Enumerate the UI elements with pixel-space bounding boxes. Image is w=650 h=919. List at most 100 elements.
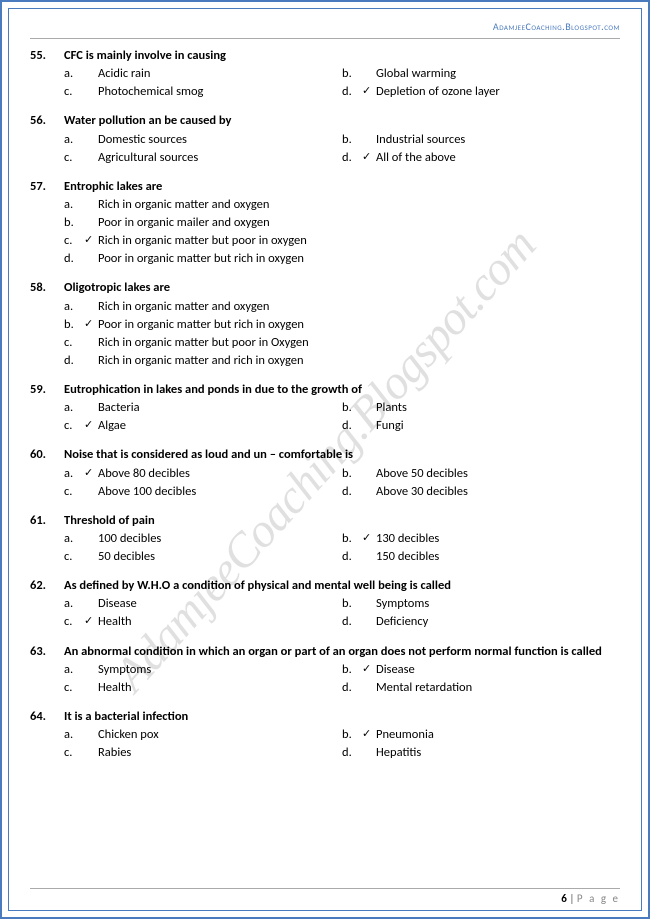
option-text: Health [98,679,342,697]
option-letter: c. [64,149,84,167]
option-letter: b. [342,465,362,483]
option-row: c.50 deciblesd. 150 decibles [64,548,620,566]
option-text: Symptoms [376,595,620,613]
question-text: It is a bacterial infection [64,708,620,726]
question-text: An abnormal condition in which an organ … [64,643,620,661]
question-text: Oligotropic lakes are [64,279,620,297]
question-number: 64. [30,708,64,726]
option-cell: c.Health [64,679,342,697]
option-text: Rich in organic matter but poor in Oxyge… [98,334,620,352]
check-icon [84,595,98,613]
option-text: Chicken pox [98,726,342,744]
question-number: 60. [30,446,64,464]
option-cell: a. Rich in organic matter and oxygen [64,196,620,214]
question-block: 55.CFC is mainly involve in causinga.Aci… [30,47,620,101]
option-letter: d. [342,83,362,101]
page-number: 6 [561,892,567,905]
option-cell: a.Acidic rain [64,65,342,83]
options-container: a. Rich in organic matter and oxygen b. Poo… [30,196,620,269]
question-number: 59. [30,381,64,399]
option-cell: a.100 decibles [64,530,342,548]
option-letter: c. [64,417,84,435]
question-row: 62.As defined by W.H.O a condition of ph… [30,577,620,595]
check-icon [84,726,98,744]
option-cell: a.Rich in organic matter and oxygen [64,298,620,316]
check-icon: ✓ [362,661,376,679]
question-text: Entrophic lakes are [64,178,620,196]
option-cell: c.✓Algae [64,417,342,435]
question-text: Noise that is considered as loud and un … [64,446,620,464]
option-cell: b.Industrial sources [342,131,620,149]
option-letter: a. [64,465,84,483]
option-letter: b. [64,214,84,232]
check-icon [84,399,98,417]
option-cell: c.50 decibles [64,548,342,566]
option-letter: d. [342,548,362,566]
option-text: Poor in organic matter but rich in oxyge… [98,250,620,268]
option-text: Rabies [98,744,342,762]
option-text: 150 decibles [376,548,620,566]
question-block: 60.Noise that is considered as loud and … [30,446,620,500]
option-text: Rich in organic matter and oxygen [98,298,620,316]
option-cell: c.Above 100 decibles [64,483,342,501]
option-row: a.Symptomsb.✓Disease [64,661,620,679]
option-letter: d. [64,352,84,370]
check-icon [84,214,98,232]
question-number: 58. [30,279,64,297]
option-row: a. Rich in organic matter and oxygen [64,196,620,214]
option-text: Plants [376,399,620,417]
option-text: Disease [98,595,342,613]
check-icon [84,83,98,101]
question-row: 60.Noise that is considered as loud and … [30,446,620,464]
question-block: 64.It is a bacterial infectiona. Chicken … [30,708,620,762]
check-icon: ✓ [362,530,376,548]
check-icon [362,417,376,435]
option-letter: d. [342,417,362,435]
question-text: Water pollution an be caused by [64,112,620,130]
options-container: a.Symptomsb.✓Diseasec.Healthd.Mental ret… [30,661,620,697]
check-icon: ✓ [84,232,98,250]
option-text: Disease [376,661,620,679]
options-container: a.Bacteriab.Plantsc.✓Algaed.Fungi [30,399,620,435]
question-row: 58.Oligotropic lakes are [30,279,620,297]
option-text: Rich in organic matter and oxygen [98,196,620,214]
option-letter: a. [64,196,84,214]
option-letter: b. [64,316,84,334]
option-text: Poor in organic mailer and oxygen [98,214,620,232]
option-row: c.✓Rich in organic matter but poor in ox… [64,232,620,250]
question-number: 63. [30,643,64,661]
option-letter: b. [342,726,362,744]
option-text: Pneumonia [376,726,620,744]
page-label: P a g e [577,892,620,905]
option-cell: b.Plants [342,399,620,417]
question-number: 55. [30,47,64,65]
question-row: 57.Entrophic lakes are [30,178,620,196]
option-cell: d.Above 30 decibles [342,483,620,501]
question-row: 61.Threshold of pain [30,512,620,530]
option-letter: c. [64,548,84,566]
option-letter: b. [342,530,362,548]
option-cell: c.Photochemical smog [64,83,342,101]
option-row: a.Acidic rainb.Global warming [64,65,620,83]
option-cell: b.✓Poor in organic matter but rich in ox… [64,316,620,334]
option-cell: d.Deficiency [342,613,620,631]
option-letter: a. [64,65,84,83]
option-cell: d.Fungi [342,417,620,435]
check-icon [84,131,98,149]
option-text: Global warming [376,65,620,83]
option-cell: a.Bacteria [64,399,342,417]
option-letter: a. [64,399,84,417]
option-letter: a. [64,726,84,744]
option-row: a.Domestic sourcesb.Industrial sources [64,131,620,149]
option-text: Health [98,613,342,631]
option-cell: a.Symptoms [64,661,342,679]
question-row: 55.CFC is mainly involve in causing [30,47,620,65]
option-text: Symptoms [98,661,342,679]
options-container: a.✓Above 80 deciblesb.Above 50 deciblesc… [30,465,620,501]
option-cell: b.Global warming [342,65,620,83]
option-letter: a. [64,530,84,548]
check-icon: ✓ [362,726,376,744]
check-icon: ✓ [362,83,376,101]
check-icon [84,548,98,566]
option-text: Above 100 decibles [98,483,342,501]
